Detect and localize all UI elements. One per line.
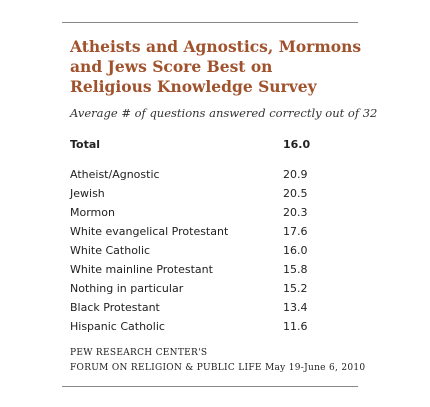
table-row: Mormon 20.3 — [70, 206, 330, 222]
top-rule — [62, 22, 358, 23]
table-row: Nothing in particular 15.2 — [70, 282, 330, 298]
row-value: 15.2 — [283, 282, 308, 295]
footer: PEW RESEARCH CENTER'S FORUM ON RELIGION … — [70, 346, 365, 376]
row-label: Nothing in particular — [70, 282, 184, 295]
footer-line: PEW RESEARCH CENTER'S — [70, 348, 208, 358]
title-line: Atheists and Agnostics, Mormons — [70, 37, 362, 56]
table-row: Atheist/Agnostic 20.9 — [70, 168, 330, 184]
row-value: 20.3 — [283, 206, 308, 219]
title: Atheists and Agnostics, Mormons and Jews… — [70, 37, 361, 97]
row-value: 20.5 — [283, 187, 308, 200]
table-row: Black Protestant 13.4 — [70, 301, 330, 317]
row-value: 11.6 — [283, 320, 308, 333]
row-label: Hispanic Catholic — [70, 320, 165, 333]
table-row: White evangelical Protestant 17.6 — [70, 225, 330, 241]
table-row: White Catholic 16.0 — [70, 244, 330, 260]
row-label: Black Protestant — [70, 301, 160, 314]
row-label: White Catholic — [70, 244, 151, 257]
row-label: White mainline Protestant — [70, 263, 213, 276]
row-value: 17.6 — [283, 225, 308, 238]
row-label: Atheist/Agnostic — [70, 168, 160, 181]
row-label: Mormon — [70, 206, 115, 219]
row-value: 15.8 — [283, 263, 308, 276]
row-label: White evangelical Protestant — [70, 225, 229, 238]
row-value: 16.0 — [283, 138, 311, 151]
row-label: Total — [70, 138, 101, 151]
footer-line: FORUM ON RELIGION & PUBLIC LIFE May 19-J… — [70, 363, 366, 373]
bottom-rule — [62, 386, 358, 387]
table-row: Hispanic Catholic 11.6 — [70, 320, 330, 336]
row-value: 13.4 — [283, 301, 308, 314]
title-line: and Jews Score Best on — [70, 57, 273, 76]
total-row: Total 16.0 — [70, 138, 330, 154]
row-label: Jewish — [70, 187, 105, 200]
row-value: 16.0 — [283, 244, 308, 257]
table-row: Jewish 20.5 — [70, 187, 330, 203]
row-value: 20.9 — [283, 168, 308, 181]
title-line: Religious Knowledge Survey — [70, 77, 317, 96]
table-row: White mainline Protestant 15.8 — [70, 263, 330, 279]
subtitle: Average # of questions answered correctl… — [70, 106, 378, 120]
